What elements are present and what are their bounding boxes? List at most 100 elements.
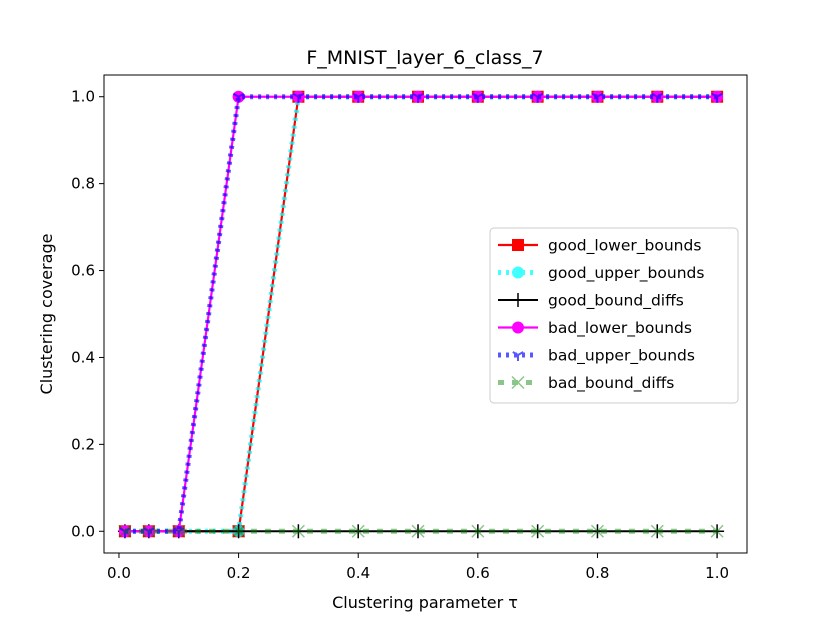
tri-arm bbox=[232, 92, 240, 98]
tri-arm bbox=[531, 92, 539, 98]
tri-arm bbox=[591, 92, 598, 98]
x-stroke bbox=[411, 524, 425, 538]
plot-frame bbox=[103, 74, 748, 554]
legend-entry bbox=[498, 266, 538, 279]
legend-entry bbox=[498, 293, 538, 307]
data-point bbox=[232, 92, 245, 103]
x-stroke bbox=[511, 375, 525, 390]
data-point bbox=[232, 524, 246, 538]
chart-title: F_MNIST_layer_6_class_7 bbox=[306, 47, 543, 69]
data-point bbox=[142, 524, 156, 538]
x-stroke bbox=[118, 524, 132, 538]
x-tick-label: 0.8 bbox=[586, 564, 610, 582]
y-tick-label: 0.4 bbox=[71, 348, 95, 366]
x-stroke bbox=[118, 524, 132, 538]
data-point bbox=[351, 524, 366, 539]
data-point bbox=[710, 524, 724, 538]
x-stroke bbox=[172, 524, 186, 538]
x-stroke bbox=[291, 524, 305, 538]
x-stroke bbox=[291, 524, 305, 538]
tri-arm bbox=[656, 92, 663, 98]
data-point bbox=[710, 524, 725, 539]
tri-arm bbox=[148, 527, 155, 533]
data-point bbox=[531, 524, 545, 538]
data-point bbox=[352, 92, 364, 103]
x-stroke bbox=[650, 524, 664, 538]
data-point bbox=[470, 524, 485, 539]
data-point bbox=[351, 524, 365, 538]
tri-arm bbox=[124, 527, 131, 533]
series-bad_bound_diffs bbox=[118, 524, 724, 538]
legend-label: good_lower_bounds bbox=[548, 237, 701, 256]
x-stroke bbox=[351, 524, 365, 538]
x-stroke bbox=[710, 524, 724, 538]
tri-arm bbox=[238, 92, 245, 98]
data-point bbox=[412, 92, 424, 103]
x-tick-label: 0.2 bbox=[227, 564, 251, 582]
tri-arm bbox=[472, 92, 479, 98]
x-stroke bbox=[142, 524, 156, 538]
legend-marker bbox=[512, 351, 524, 361]
tri-arm bbox=[512, 351, 519, 356]
data-point bbox=[472, 92, 484, 103]
x-stroke bbox=[411, 524, 425, 538]
y-tick-label: 0.8 bbox=[71, 175, 95, 193]
tri-arm bbox=[119, 527, 126, 533]
tri-arm bbox=[143, 527, 150, 533]
series-line bbox=[124, 94, 718, 534]
x-stroke bbox=[531, 524, 545, 538]
data-point bbox=[411, 524, 426, 539]
y-tick-label: 1.0 bbox=[71, 88, 95, 106]
y-tick-label: 0.0 bbox=[71, 522, 95, 540]
data-point bbox=[411, 524, 425, 538]
x-stroke bbox=[710, 524, 724, 538]
x-stroke bbox=[511, 375, 525, 390]
data-point bbox=[591, 92, 604, 103]
y-axis-label: Clustering coverage bbox=[37, 234, 56, 395]
data-point bbox=[292, 92, 305, 103]
data-point bbox=[291, 524, 305, 538]
tri-arm bbox=[417, 92, 424, 98]
data-point bbox=[118, 524, 132, 538]
data-point bbox=[590, 524, 604, 538]
legend-label: bad_lower_bounds bbox=[548, 319, 692, 338]
legend-box bbox=[489, 227, 739, 404]
legend-entry bbox=[498, 351, 538, 361]
legend-entry bbox=[498, 321, 538, 334]
legend-marker bbox=[512, 239, 524, 251]
data-point bbox=[650, 524, 665, 539]
data-point bbox=[531, 92, 544, 103]
series-bad_upper_bounds bbox=[119, 92, 723, 538]
x-stroke bbox=[172, 524, 186, 538]
legend: good_lower_bounds good_upper_bounds good_b… bbox=[489, 227, 739, 404]
tri-arm bbox=[297, 92, 305, 98]
legend-marker bbox=[511, 375, 525, 390]
x-stroke bbox=[531, 524, 545, 538]
tri-arm bbox=[352, 92, 359, 98]
data-point bbox=[530, 524, 545, 539]
tri-arm bbox=[357, 92, 364, 98]
legend-label: good_upper_bounds bbox=[548, 264, 704, 283]
data-point bbox=[471, 524, 485, 538]
x-tick-label: 0.6 bbox=[466, 564, 490, 582]
x-stroke bbox=[650, 524, 664, 538]
x-tick-label: 0.4 bbox=[346, 564, 370, 582]
tri-arm bbox=[517, 351, 524, 356]
data-point bbox=[590, 524, 605, 539]
legend-entry bbox=[498, 239, 538, 251]
x-stroke bbox=[351, 524, 365, 538]
legend-entry bbox=[498, 375, 538, 390]
data-point bbox=[143, 527, 155, 538]
tri-arm bbox=[292, 92, 299, 98]
x-stroke bbox=[232, 524, 246, 538]
x-stroke bbox=[471, 524, 485, 538]
data-point bbox=[291, 524, 306, 539]
y-tick-label: 0.2 bbox=[71, 435, 95, 453]
tri-arm bbox=[173, 527, 180, 533]
tri-arm bbox=[596, 92, 604, 98]
x-axis-label: Clustering parameter τ bbox=[332, 593, 518, 612]
x-stroke bbox=[232, 524, 246, 538]
x-tick-label: 1.0 bbox=[705, 564, 729, 582]
legend-marker bbox=[511, 293, 525, 307]
